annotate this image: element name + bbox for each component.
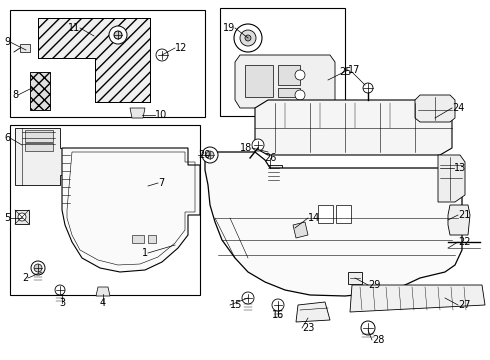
Bar [245,65,273,97]
Circle shape [234,24,262,52]
Circle shape [272,299,284,311]
Circle shape [252,139,264,151]
Bar [148,235,156,243]
Circle shape [202,147,218,163]
Text: 2: 2 [22,273,28,283]
Text: 25: 25 [340,67,352,77]
Text: 28: 28 [372,335,384,345]
Text: 7: 7 [158,178,164,188]
Bar [278,65,300,85]
Text: 22: 22 [458,237,470,247]
Text: 10: 10 [155,110,167,120]
Bar [25,143,53,151]
Text: 23: 23 [302,323,315,333]
Text: 5: 5 [4,213,10,223]
Polygon shape [415,95,455,122]
Text: 17: 17 [348,65,360,75]
Circle shape [240,30,256,46]
Circle shape [361,321,375,335]
Bar [132,235,144,243]
Text: 13: 13 [454,163,466,173]
Polygon shape [38,18,150,102]
Polygon shape [293,222,308,238]
Bar [10,10,205,117]
Circle shape [31,261,45,275]
Text: 1: 1 [142,248,148,258]
Text: 26: 26 [264,153,276,163]
Circle shape [34,264,42,272]
Text: 19: 19 [223,23,235,33]
Polygon shape [255,100,452,155]
Circle shape [156,49,168,61]
Circle shape [206,151,214,159]
Polygon shape [62,148,200,272]
Polygon shape [448,205,470,235]
Circle shape [245,35,251,41]
Circle shape [242,292,254,304]
Polygon shape [350,285,485,312]
Circle shape [295,70,305,80]
Text: 18: 18 [240,143,252,153]
Bar [25,130,53,142]
Polygon shape [130,108,145,118]
Circle shape [363,83,373,93]
Text: 6: 6 [4,133,10,143]
Polygon shape [296,302,330,322]
Polygon shape [148,178,165,190]
Text: 15: 15 [230,300,243,310]
Bar [220,8,345,116]
Bar [278,88,300,97]
Polygon shape [438,155,465,202]
Text: 16: 16 [272,310,284,320]
Text: 21: 21 [458,210,470,220]
Bar [336,205,351,223]
Polygon shape [205,152,462,296]
Circle shape [295,90,305,100]
Bar [348,272,362,284]
Polygon shape [20,44,30,52]
Bar [10,125,200,295]
Circle shape [18,213,26,221]
Text: 9: 9 [4,37,10,47]
Polygon shape [235,55,335,108]
Text: 4: 4 [100,298,106,308]
Text: 14: 14 [308,213,320,223]
Circle shape [114,31,122,39]
Text: 12: 12 [175,43,187,53]
Circle shape [109,26,127,44]
Circle shape [55,285,65,295]
Text: 3: 3 [59,298,65,308]
Polygon shape [15,128,80,185]
Text: 27: 27 [458,300,470,310]
Polygon shape [96,287,110,296]
Bar [15,210,29,224]
Text: 29: 29 [368,280,380,290]
Text: 24: 24 [452,103,465,113]
Text: 11: 11 [68,23,80,33]
Polygon shape [265,165,282,185]
Bar [318,205,333,223]
Polygon shape [30,72,50,110]
Text: 8: 8 [12,90,18,100]
Text: 20: 20 [198,150,210,160]
